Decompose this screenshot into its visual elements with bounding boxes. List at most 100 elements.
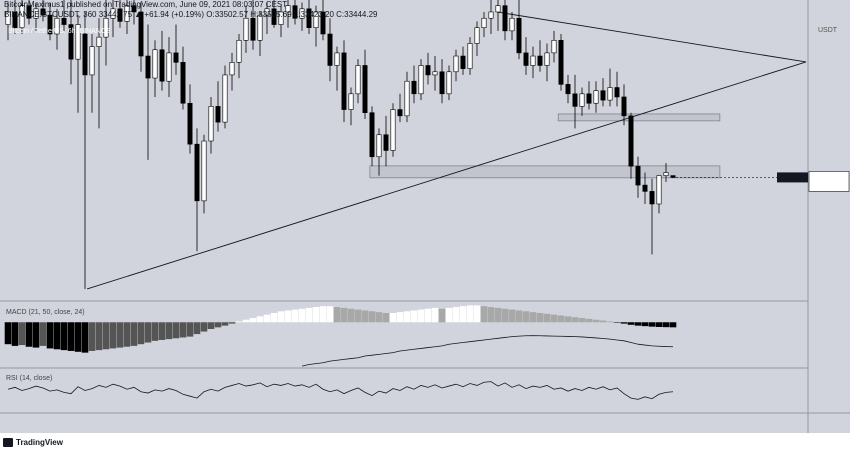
macd-bar xyxy=(361,310,369,323)
candle-body xyxy=(551,39,557,54)
macd-bar xyxy=(179,322,187,338)
candle-body xyxy=(607,87,613,101)
candle-body xyxy=(110,8,116,19)
candle-body xyxy=(236,39,242,63)
candle-body xyxy=(327,33,333,66)
macd-bar xyxy=(46,322,54,349)
tradingview-logo: TradingView xyxy=(3,438,64,447)
candle-body xyxy=(474,27,480,44)
macd-bar xyxy=(249,318,257,323)
macd-bar xyxy=(662,322,670,328)
macd-bar xyxy=(585,318,593,323)
candle-body xyxy=(656,175,662,205)
candle-body xyxy=(502,5,508,32)
macd-bar xyxy=(613,322,621,323)
macd-bar xyxy=(522,311,530,323)
macd-title: MACD (21, 50, close, 24) xyxy=(6,309,85,316)
candle-body xyxy=(229,62,235,76)
candle-body xyxy=(243,17,249,41)
macd-bar xyxy=(123,322,131,347)
candle-body xyxy=(208,106,214,142)
macd-bar xyxy=(193,322,201,335)
macd-bar xyxy=(165,322,173,340)
macd-bar xyxy=(67,322,75,351)
candle-body xyxy=(82,33,88,76)
candle-body xyxy=(376,134,382,158)
watermark: Bitcoin / TetherUS, 6h, BINANCE xyxy=(8,28,111,35)
candle-body xyxy=(40,8,46,16)
candle-body xyxy=(124,5,130,22)
macd-bar xyxy=(340,307,348,323)
candle-body xyxy=(453,55,459,73)
macd-bar xyxy=(60,322,68,351)
macd-bar xyxy=(389,312,397,323)
macd-bar xyxy=(648,322,656,327)
macd-bar xyxy=(480,306,488,323)
macd-bar xyxy=(256,316,264,323)
macd-bar xyxy=(599,320,607,323)
candle-body xyxy=(257,14,263,41)
symbol-header: BINANCE:BTCUSDT, 360 33442.75 ▲ +61.94 (… xyxy=(4,10,378,19)
macd-bar xyxy=(634,322,642,326)
macd-bar xyxy=(438,308,446,323)
macd-bar xyxy=(641,322,649,327)
macd-bar xyxy=(529,312,537,323)
macd-bar xyxy=(543,313,551,323)
macd-bar xyxy=(508,309,516,323)
logo-text: TradingView xyxy=(16,438,64,447)
candle-body xyxy=(544,52,550,66)
candle-body xyxy=(439,71,445,95)
macd-bar xyxy=(333,307,341,323)
candle-body xyxy=(523,52,529,66)
candle-body xyxy=(12,11,18,29)
macd-bar xyxy=(263,314,271,323)
candle-body xyxy=(54,17,60,35)
macd-bar xyxy=(536,312,544,323)
macd-line xyxy=(301,335,674,367)
candle-body xyxy=(215,106,221,123)
candle-body xyxy=(593,90,599,104)
macd-bar xyxy=(431,307,439,323)
macd-bar xyxy=(25,322,33,347)
macd-bar xyxy=(466,305,474,323)
candle-body xyxy=(362,65,368,113)
macd-bar xyxy=(298,308,306,323)
macd-bar xyxy=(473,305,481,323)
macd-bar xyxy=(116,322,124,348)
macd-bar xyxy=(620,322,628,324)
macd-bar xyxy=(137,322,145,345)
macd-bar xyxy=(305,307,313,323)
candle-body xyxy=(103,17,109,38)
candle-body xyxy=(33,8,39,19)
macd-bar xyxy=(172,322,180,339)
macd-bar xyxy=(326,306,334,323)
candle-body xyxy=(488,11,494,19)
publish-header: BitcoinMaximus1 published on TradingView… xyxy=(4,0,287,9)
candle-body xyxy=(572,93,578,107)
chart-background xyxy=(0,0,850,433)
candle-body xyxy=(250,17,256,41)
macd-bar xyxy=(221,322,229,326)
candle-body xyxy=(180,62,186,104)
candle-body xyxy=(306,8,312,29)
macd-bar xyxy=(592,319,600,323)
macd-bar xyxy=(627,322,635,325)
candle-body xyxy=(670,175,676,178)
macd-bar xyxy=(291,309,299,323)
candle-body xyxy=(271,8,277,25)
macd-bar xyxy=(270,312,278,323)
candle-body xyxy=(26,5,32,19)
macd-bar xyxy=(347,308,355,323)
macd-bar xyxy=(417,309,425,323)
candle-body xyxy=(397,109,403,117)
macd-bar xyxy=(557,315,565,323)
candle-body xyxy=(19,5,25,29)
candle-body xyxy=(264,8,270,16)
candle-body xyxy=(649,191,655,205)
macd-bar xyxy=(669,322,677,328)
candle-body xyxy=(89,46,95,76)
price-label-bg xyxy=(808,171,850,192)
candle-body xyxy=(537,55,543,66)
candle-body xyxy=(586,93,592,104)
